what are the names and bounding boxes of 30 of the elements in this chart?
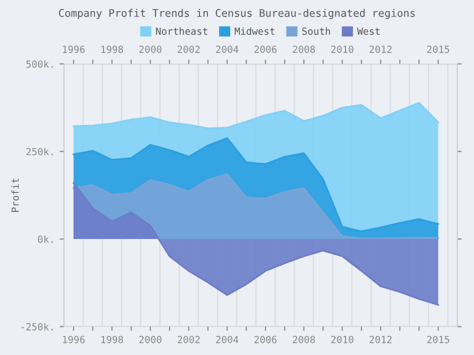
category-label: 1996 [63,46,85,53]
category-label: 2012 [370,46,392,53]
category-label: 2004 [216,46,238,53]
category-label: 2015 [427,46,450,53]
category-label: 2010 [331,46,354,53]
category-label: 2002 [178,46,200,53]
x-tick-label: 2008 [292,336,315,344]
legend-label: Northeast [156,27,208,35]
x-tick-label: 2010 [331,336,354,344]
y-axis-title: Profit [11,178,19,212]
chart-title: Company Profit Trends in Census Bureau-designated regions [58,8,415,20]
x-tick-label: 1998 [101,336,124,344]
legend-label: Midwest [234,27,274,35]
y-tick-label: -250k. [22,322,53,330]
legend-label: South [302,27,330,35]
category-label: 2000 [139,46,162,53]
y-tick-label: 0k. [38,235,53,243]
x-tick-label: 2004 [216,336,238,344]
x-tick-label: 2002 [178,336,200,344]
category-label: 2008 [292,46,315,53]
x-tick-label: 2012 [370,336,392,344]
y-tick-label: 250k. [26,148,53,156]
x-tick-label: 2006 [254,336,277,344]
x-tick-label: 2000 [139,336,162,344]
x-tick-label: 1996 [63,336,85,344]
legend-label: West [357,28,380,35]
category-label: 1998 [101,46,124,53]
y-tick-label: 500k. [26,60,53,68]
x-tick-label: 2015 [427,336,450,344]
category-label: 2006 [254,46,277,53]
